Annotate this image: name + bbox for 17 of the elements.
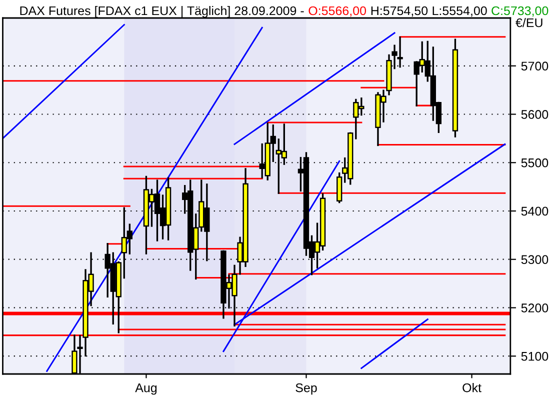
text: L:5554,00 <box>432 6 487 17</box>
y-tick-label: 5500 <box>521 158 548 168</box>
x-tick-label: Sep <box>296 383 317 395</box>
candlestick <box>336 172 342 204</box>
y-tick-label: 5200 <box>521 304 548 312</box>
text: H:5754,50 <box>371 6 428 17</box>
chart-title: DAX Futures [FDAX c1 EUX | Täglich] 28.09.2009 - <box>20 6 304 18</box>
text: O:5566,00 <box>308 6 366 17</box>
y-tick-label: 5100 <box>521 352 548 361</box>
y-tick-label: 5700 <box>521 62 548 71</box>
text: C:5733,00 <box>492 6 548 17</box>
y-tick-label: 5400 <box>521 206 548 216</box>
y-axis-title: €/EU <box>516 18 542 28</box>
x-tick-label: Okt <box>462 383 482 392</box>
y-tick-label: 5600 <box>521 110 548 119</box>
x-tick-label: Aug <box>135 383 157 395</box>
y-tick-label: 5300 <box>521 255 548 264</box>
